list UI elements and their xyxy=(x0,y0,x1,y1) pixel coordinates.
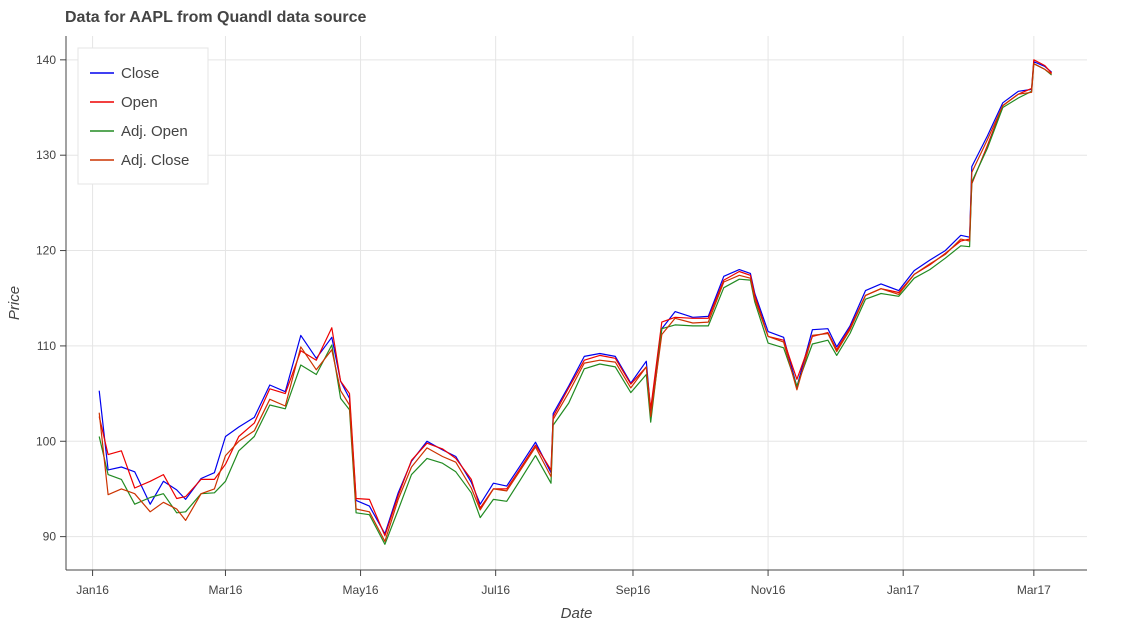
y-axis-label: Price xyxy=(6,286,23,320)
legend: Close Open Adj. Open Adj. Close xyxy=(77,47,209,185)
series-line-open xyxy=(98,59,1053,537)
x-tick-label: May16 xyxy=(343,583,379,597)
x-tick-label: Sep16 xyxy=(616,583,651,597)
series-layer xyxy=(98,59,1053,545)
series-line-adj-close xyxy=(98,63,1052,543)
x-tick-label: Jan17 xyxy=(887,583,920,597)
legend-label: Adj. Close xyxy=(121,152,189,169)
x-tick-label: Nov16 xyxy=(751,583,786,597)
axes xyxy=(65,36,1087,571)
legend-label: Close xyxy=(121,65,159,82)
legend-label: Open xyxy=(121,94,158,111)
legend-box xyxy=(77,47,209,185)
tick-marks: 90 100 110 120 130 140 Jan16 Mar16 May16 Jul16 Sep… xyxy=(36,53,1051,597)
x-tick-label: Jul16 xyxy=(481,583,510,597)
grid xyxy=(66,36,1087,570)
y-tick-label: 110 xyxy=(37,339,56,353)
x-axis-label: Date xyxy=(561,605,593,622)
y-tick-label: 90 xyxy=(43,530,57,544)
chart-title: Data for AAPL from Quandl data source xyxy=(65,9,367,26)
y-tick-label: 100 xyxy=(36,434,56,448)
legend-label: Adj. Open xyxy=(121,123,188,140)
series-line-close xyxy=(98,61,1052,535)
y-tick-label: 120 xyxy=(36,244,56,258)
x-tick-label: Jan16 xyxy=(76,583,109,597)
x-tick-label: Mar17 xyxy=(1017,583,1051,597)
series-line-adj-open xyxy=(98,63,1052,545)
x-tick-label: Mar16 xyxy=(208,583,242,597)
y-tick-label: 140 xyxy=(36,53,56,67)
y-tick-label: 130 xyxy=(36,148,56,162)
